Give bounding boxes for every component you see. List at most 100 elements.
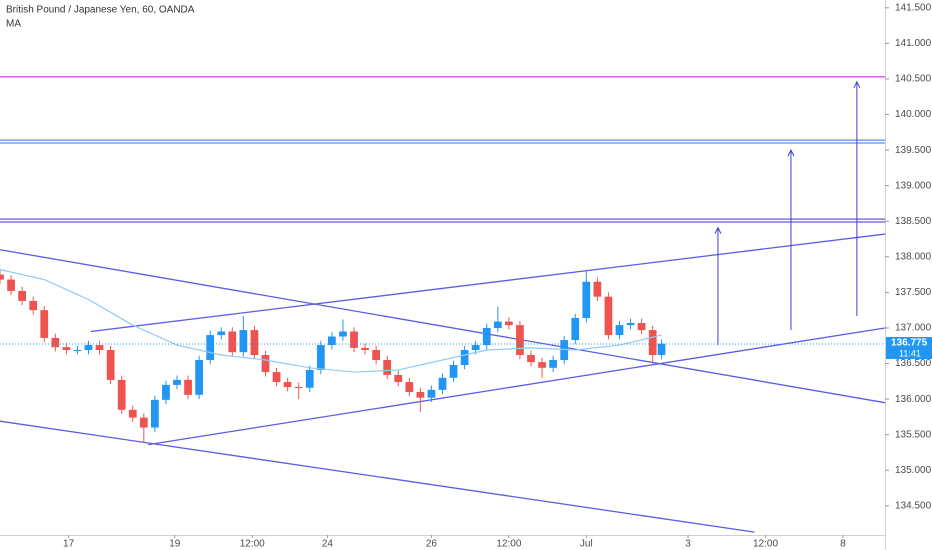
candle-body (106, 350, 115, 380)
candle-body (361, 347, 369, 351)
y-tick-label: 137.000 (895, 323, 932, 334)
x-tick-label: 24 (322, 539, 334, 550)
candle-body (328, 336, 336, 346)
y-tick-label: 139.500 (895, 145, 932, 156)
candle-body (29, 300, 38, 311)
y-tick-label: 138.000 (895, 251, 932, 262)
candle-body (95, 345, 104, 351)
candle-body (18, 290, 26, 301)
x-tick-label: Jul (580, 539, 593, 550)
arrow-head (714, 226, 722, 234)
candle-body (549, 359, 557, 368)
x-tick-label: 17 (63, 539, 75, 550)
x-tick-label: 3 (685, 539, 691, 550)
candle-body (516, 325, 524, 356)
y-tick-label: 139.000 (895, 180, 932, 191)
countdown-label: 11:41 (899, 348, 921, 358)
last-price-box (886, 336, 932, 359)
candle-body (339, 331, 347, 337)
y-tick-label: 135.500 (895, 429, 932, 440)
y-tick-label: 135.000 (895, 465, 932, 476)
candle-body (438, 377, 447, 390)
candle-body (0, 274, 4, 280)
candle-body (383, 359, 392, 375)
y-tick-label: 141.000 (895, 38, 932, 49)
y-tick-label: 140.500 (895, 74, 932, 85)
candle-body (571, 318, 580, 341)
candle-body (405, 382, 414, 393)
last-price-label: 136.775 (891, 338, 928, 349)
candle-body (206, 335, 215, 360)
candle-body (604, 296, 613, 336)
candle-body (184, 379, 192, 395)
candle-body (648, 330, 657, 356)
candle-body (84, 345, 93, 351)
trend-line (148, 327, 886, 446)
candle-body (62, 347, 71, 351)
plot-area (0, 76, 886, 533)
moving-average (0, 269, 662, 373)
x-tick-label: 26 (426, 539, 438, 550)
candle-body (582, 281, 591, 319)
indicator-label: MA (6, 19, 21, 30)
candle-body (471, 345, 480, 351)
candle-body (128, 409, 137, 418)
candle-body (527, 355, 535, 363)
y-tick-label: 141.500 (895, 2, 932, 13)
y-tick-label: 136.500 (895, 358, 932, 369)
candle-body (228, 331, 237, 353)
candle-body (151, 399, 159, 428)
candle-body (283, 382, 292, 388)
candle-body (482, 327, 491, 346)
candle-body (615, 325, 624, 336)
trend-line (0, 420, 755, 533)
x-tick-label: 12:00 (240, 539, 265, 550)
candle-body (637, 322, 646, 331)
candle-body (449, 364, 458, 378)
candle-body (117, 379, 126, 410)
candle-body (394, 374, 403, 383)
candle-body (195, 359, 203, 395)
chart-title: British Pound / Japanese Yen, 60, OANDA (6, 5, 195, 16)
candle-body (493, 321, 502, 328)
x-tick-label: 19 (169, 539, 181, 550)
trend-line (0, 249, 886, 404)
candle-body (416, 392, 425, 398)
candle-body (162, 384, 170, 400)
candle-body (460, 350, 469, 365)
y-tick-label: 134.500 (895, 500, 932, 511)
candle-body (316, 345, 325, 370)
y-tick-label: 136.000 (895, 394, 932, 405)
candle-body (305, 369, 314, 388)
x-tick-label: 12:00 (496, 539, 521, 550)
candle-body (173, 379, 181, 385)
candle-body (427, 389, 436, 398)
x-tick-label: 8 (840, 539, 846, 550)
candle-body (657, 343, 666, 356)
candle-body (239, 330, 248, 353)
candle-body (272, 372, 281, 383)
candle-body (217, 331, 226, 336)
candle-body (250, 330, 259, 356)
candle-body (593, 281, 602, 297)
candle-body (538, 362, 546, 368)
arrow-head (853, 80, 861, 89)
candle-body (261, 355, 270, 373)
x-tick-label: 12:00 (753, 539, 778, 550)
y-tick-label: 138.500 (895, 216, 932, 227)
y-tick-label: 140.000 (895, 109, 932, 120)
candle-body (40, 310, 49, 338)
candle-body (294, 387, 303, 389)
trend-line (90, 233, 886, 333)
candle-body (505, 321, 513, 326)
candle-body (7, 279, 15, 291)
candle-body (51, 337, 60, 348)
y-tick-label: 137.500 (895, 287, 932, 298)
candle-body (139, 417, 148, 428)
candle-body (626, 322, 635, 326)
arrow-head (787, 148, 795, 157)
candle-body (73, 350, 82, 352)
candle-body (350, 331, 358, 348)
